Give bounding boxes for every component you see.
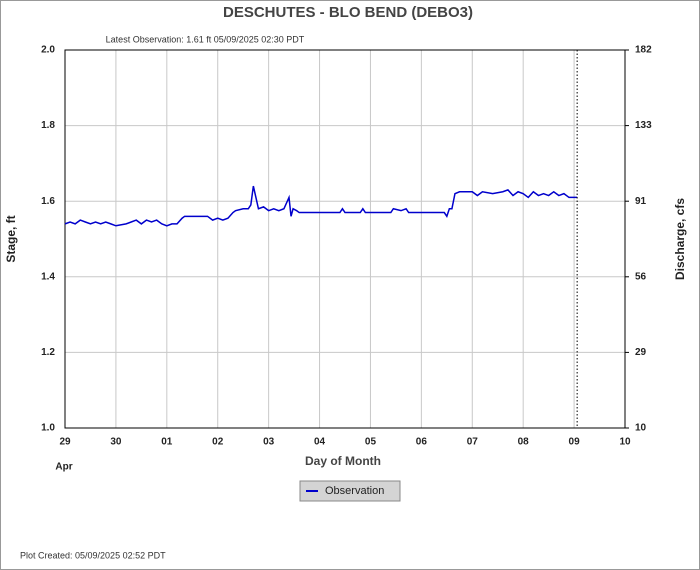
y2-tick-label: 29 — [635, 347, 647, 358]
chart-title: DESCHUTES - BLO BEND (DEBO3) — [223, 4, 473, 21]
y-tick-label: 1.2 — [41, 347, 55, 358]
month-label: Apr — [55, 462, 72, 473]
series-line — [64, 185, 578, 227]
x-tick-label: 05 — [365, 437, 377, 448]
x-tick-label: 06 — [416, 437, 428, 448]
y-tick-label: 1.8 — [41, 120, 55, 131]
y2-tick-label: 133 — [635, 120, 652, 131]
y2-axis-label: Discharge, cfs — [673, 198, 687, 280]
x-axis-label: Day of Month — [305, 454, 381, 468]
x-tick-label: 07 — [467, 437, 479, 448]
plot-area — [65, 50, 625, 428]
x-tick-label: 08 — [518, 437, 530, 448]
y2-tick-label: 91 — [635, 196, 647, 207]
x-tick-label: 02 — [212, 437, 224, 448]
footer: Plot Created: 05/09/2025 02:52 PDT — [20, 550, 166, 560]
subtitle: Latest Observation: 1.61 ft 05/09/2025 0… — [106, 34, 305, 44]
legend: Observation — [299, 480, 401, 502]
x-tick-label: 09 — [569, 437, 581, 448]
x-tick-label: 03 — [263, 437, 275, 448]
legend-box — [299, 480, 401, 502]
x-tick-label: 29 — [59, 437, 71, 448]
plot-border — [64, 49, 626, 429]
y-tick-label: 1.4 — [41, 271, 55, 282]
x-tick-label: 04 — [314, 437, 326, 448]
y2-tick-label: 10 — [635, 423, 647, 434]
y-tick-label: 2.0 — [41, 45, 55, 56]
x-tick-label: 30 — [110, 437, 122, 448]
x-tick-label: 01 — [161, 437, 173, 448]
y-tick-label: 1.0 — [41, 423, 55, 434]
y2-tick-label: 56 — [635, 271, 647, 282]
y-tick-label: 1.6 — [41, 196, 55, 207]
y2-tick-label: 182 — [635, 45, 652, 56]
legend-label: Observation — [325, 485, 384, 497]
y-axis-label: Stage, ft — [4, 215, 18, 262]
x-tick-label: 10 — [619, 437, 631, 448]
